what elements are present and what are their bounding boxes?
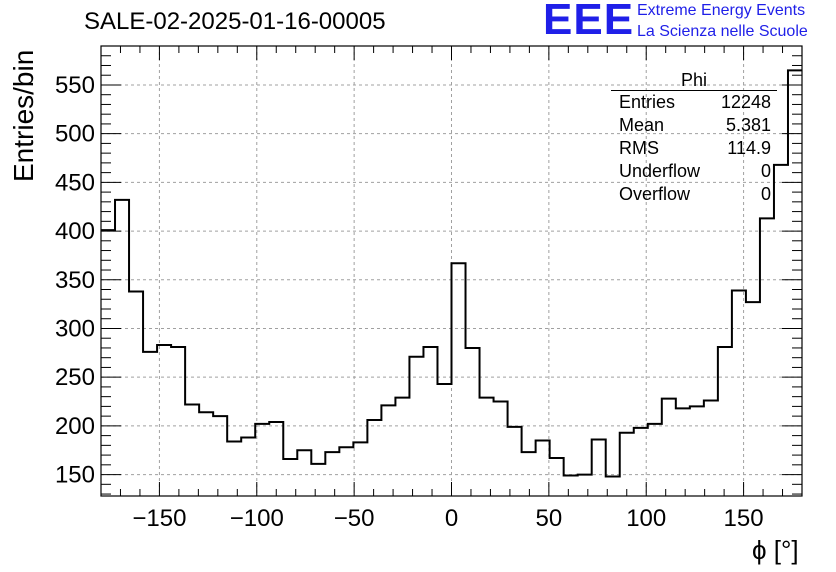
histogram-layer: [101, 69, 802, 496]
histogram-bin: [466, 348, 480, 496]
eee-logo: EEE: [543, 0, 635, 44]
histogram-bin: [494, 402, 508, 496]
x-tick-label: 0: [445, 505, 458, 532]
x-tick-label: −50: [334, 505, 375, 532]
histogram-bin: [732, 290, 746, 496]
tick-layer: −150 −100 −50 0 50 100 150 150 200 250 300 350 400 45…: [55, 45, 802, 532]
histogram-bin: [227, 441, 241, 496]
x-axis-label: ϕ [°]: [752, 535, 799, 565]
stats-value: 114.9: [727, 138, 771, 158]
stats-value: 0: [760, 184, 771, 204]
y-tick-label: 550: [55, 72, 95, 99]
histogram-bin: [774, 165, 788, 496]
y-tick-label: 350: [55, 267, 95, 294]
histogram-bin: [452, 263, 466, 496]
histogram-bin: [634, 428, 648, 496]
histogram-bin: [339, 447, 353, 496]
histogram-bin: [157, 345, 171, 496]
histogram-bin: [578, 475, 592, 496]
histogram-bin: [241, 438, 255, 496]
x-tick-label: −150: [132, 505, 186, 532]
x-tick-label: −100: [230, 505, 284, 532]
logo-caption-line2: La Scienza nelle Scuole: [637, 23, 808, 40]
histogram-bin: [620, 433, 634, 496]
histogram-bin: [522, 452, 536, 496]
stats-label: Underflow: [619, 161, 701, 181]
histogram-bin: [297, 450, 311, 496]
histogram-bin: [536, 440, 550, 496]
histogram-bin: [480, 398, 494, 496]
y-tick-label: 450: [55, 169, 95, 196]
histogram-bin: [213, 416, 227, 496]
histogram-bin: [718, 347, 732, 496]
stats-row-rms: RMS 114.9: [611, 137, 777, 160]
stats-row-entries: Entries 12248: [611, 91, 777, 114]
x-tick-label: 100: [626, 505, 666, 532]
stats-label: Mean: [619, 115, 665, 135]
histogram-bin: [185, 404, 199, 496]
stats-row-mean: Mean 5.381: [611, 114, 777, 137]
stats-box: Phi Entries 12248 Mean 5.381 RMS 114.9 U…: [611, 70, 777, 206]
y-tick-label: 400: [55, 218, 95, 245]
histogram-bin: [129, 291, 143, 496]
y-tick-label: 300: [55, 315, 95, 342]
histogram-bin: [311, 464, 325, 496]
histogram-bin: [199, 412, 213, 496]
histogram-bin: [606, 477, 620, 496]
histogram-bin: [648, 424, 662, 496]
histogram-bin: [325, 452, 339, 496]
y-tick-label: 150: [55, 462, 95, 489]
x-tick-label: 50: [536, 505, 563, 532]
histogram-bin: [381, 405, 395, 496]
y-axis-label: Entries/bin: [8, 49, 39, 182]
histogram-bin: [283, 459, 297, 496]
stats-row-underflow: Underflow 0: [611, 160, 777, 183]
grid-layer: [101, 46, 802, 496]
logo-caption-line1: Extreme Energy Events: [637, 2, 806, 19]
stats-value: 0: [760, 161, 771, 181]
stats-row-overflow: Overflow 0: [611, 183, 777, 206]
histogram-bin: [662, 399, 676, 496]
histogram-bin: [676, 408, 690, 496]
y-tick-label: 200: [55, 413, 95, 440]
histogram-outline: [101, 69, 802, 478]
histogram-bin: [760, 218, 774, 496]
histogram-bin: [550, 458, 564, 496]
histogram-bin: [255, 424, 269, 496]
histogram-bin: [423, 347, 437, 496]
histogram-bin: [143, 352, 157, 496]
histogram-bin: [115, 200, 129, 496]
histogram-bin: [269, 422, 283, 496]
y-tick-label: 250: [55, 364, 95, 391]
x-tick-label: 150: [724, 505, 764, 532]
histogram-bin: [690, 406, 704, 496]
stats-title: Phi: [611, 70, 777, 91]
histogram-bin: [564, 476, 578, 496]
histogram-bin: [437, 384, 451, 496]
y-axis-label-box: Entries/bin: [6, 50, 39, 182]
histogram-bin: [746, 302, 760, 496]
histogram-bin: [353, 442, 367, 496]
chart-title: SALE-02-2025-01-16-00005: [84, 8, 386, 35]
stats-value: 5.381: [725, 115, 771, 135]
stats-label: RMS: [619, 138, 659, 158]
histogram-bin: [367, 420, 381, 496]
stats-value: 12248: [720, 92, 771, 112]
histogram-bin: [592, 440, 606, 496]
histogram-bin: [704, 401, 718, 496]
histogram-bin: [409, 357, 423, 496]
plot-frame: [100, 45, 803, 497]
histogram-bin: [788, 70, 802, 496]
stats-label: Entries: [619, 92, 676, 112]
histogram-bin: [171, 347, 185, 496]
y-tick-label: 500: [55, 121, 95, 148]
histogram-bin: [508, 427, 522, 496]
histogram-bin: [395, 398, 409, 496]
stats-label: Overflow: [619, 184, 691, 204]
